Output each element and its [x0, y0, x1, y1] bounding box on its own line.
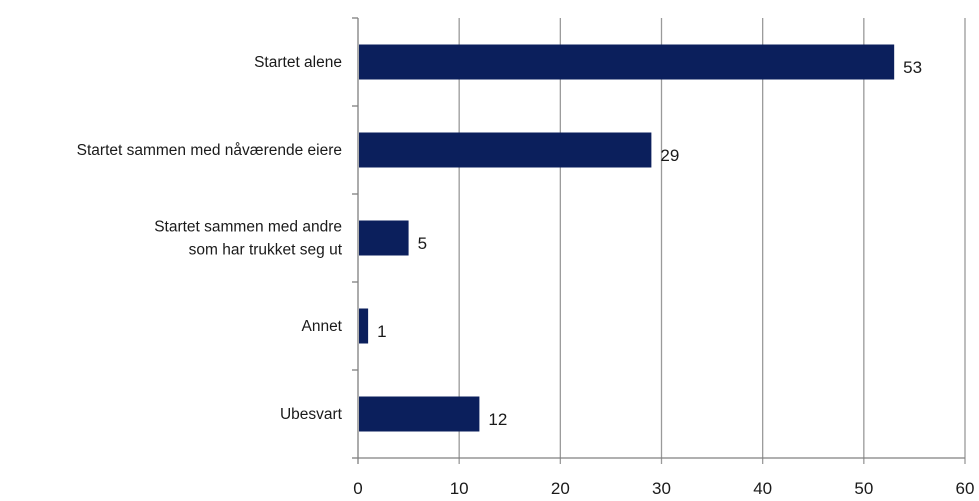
category-label-1: Startet sammen med nåværende eiere	[77, 142, 342, 159]
category-label-line: Annet	[301, 318, 342, 335]
data-label-2: 5	[418, 234, 427, 253]
category-label-line: Startet sammen med nåværende eiere	[77, 142, 342, 159]
data-label-0: 53	[903, 58, 922, 77]
x-tick-label: 50	[854, 479, 873, 498]
bar-0	[359, 44, 895, 80]
bar-2	[359, 220, 409, 256]
x-tick-label: 20	[551, 479, 570, 498]
bars	[359, 44, 895, 432]
category-label-line: Ubesvart	[280, 406, 343, 423]
x-tick-label: 40	[753, 479, 772, 498]
bar-3	[359, 308, 369, 344]
category-label-0: Startet alene	[254, 54, 342, 71]
category-label-2: Startet sammen med andre som har trukket …	[154, 219, 343, 259]
gridlines	[458, 18, 966, 464]
category-label-4: Ubesvart	[280, 406, 343, 423]
data-label-4: 12	[488, 410, 507, 429]
category-label-line: Startet alene	[254, 54, 342, 71]
labels: 0 10 20 30 40 50 60 53 Startet alene 29 Startet sa…	[77, 54, 975, 498]
x-tick-label: 10	[450, 479, 469, 498]
category-label-line: Startet sammen med andre	[154, 219, 342, 236]
x-tick-label: 60	[956, 479, 975, 498]
x-tick-label: 0	[353, 479, 362, 498]
category-label-3: Annet	[301, 318, 342, 335]
axes	[352, 17, 965, 464]
bar-4	[359, 396, 480, 432]
data-label-1: 29	[660, 146, 679, 165]
bar-1	[359, 132, 652, 168]
x-tick-label: 30	[652, 479, 671, 498]
category-label-line: som har trukket seg ut	[189, 242, 343, 259]
data-label-3: 1	[377, 322, 386, 341]
